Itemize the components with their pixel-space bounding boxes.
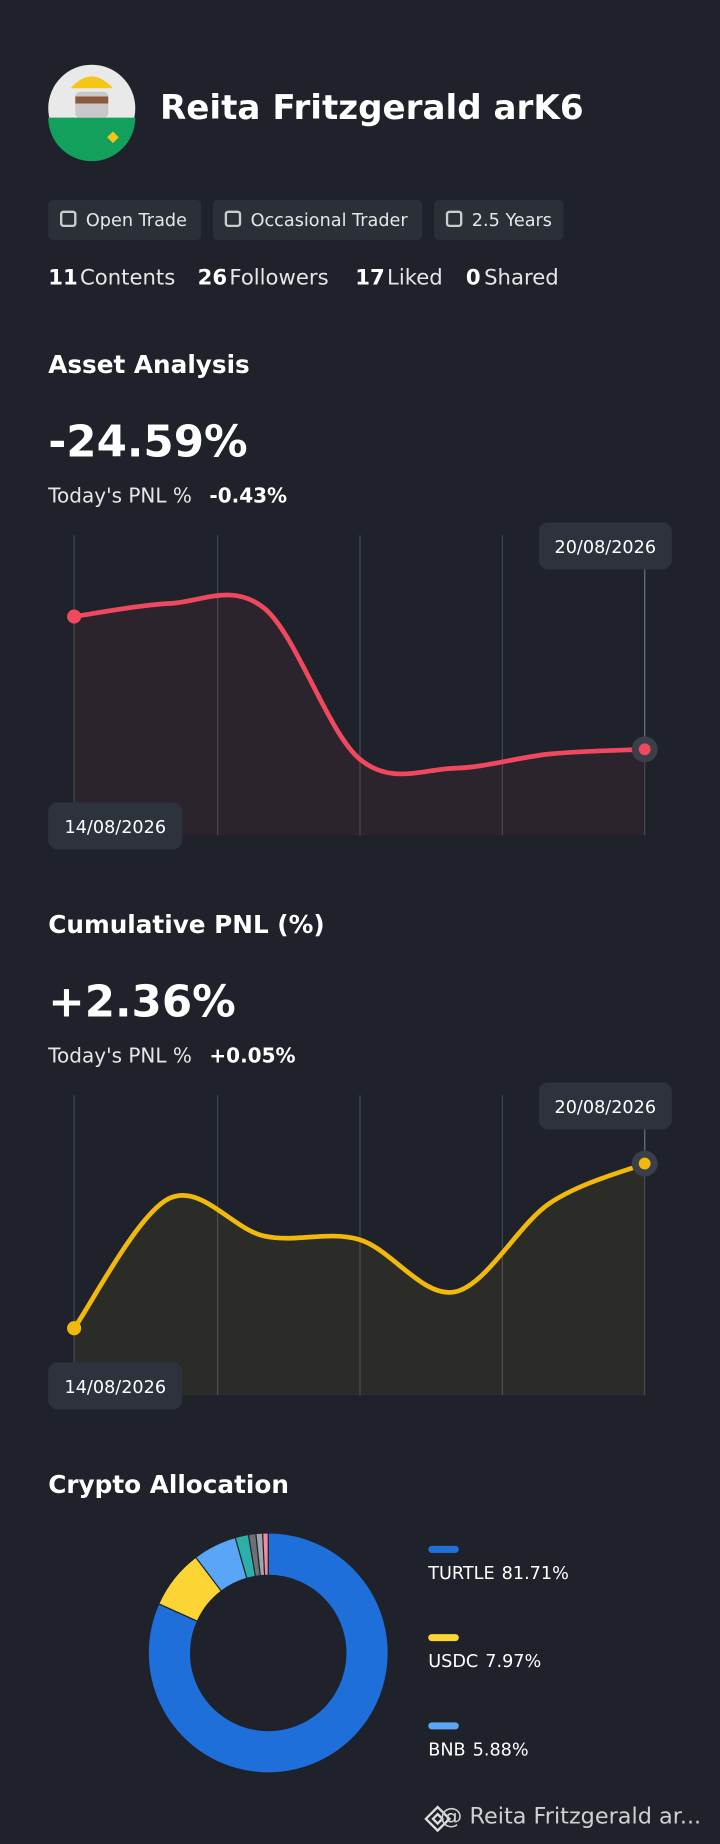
legend-value: 81.71%: [502, 1564, 569, 1584]
logo-icon: [424, 1805, 452, 1833]
headline-value: +2.36%: [48, 976, 236, 1028]
stat-value: 26: [197, 265, 228, 291]
badge: Occasional Trader: [212, 199, 423, 240]
start-dot: [67, 609, 82, 624]
stat-value: 0: [465, 265, 481, 291]
line: [71, 592, 648, 777]
pie-slice: [147, 1532, 389, 1774]
section-title: Crypto Allocation: [48, 1470, 289, 1499]
start-date: 14/08/2026: [64, 818, 166, 838]
badge-icon: [224, 210, 242, 228]
stat-label: Followers: [229, 265, 329, 291]
headline-value: -24.59%: [48, 416, 248, 468]
stat-value: 17: [355, 265, 385, 291]
legend-name: USDC: [428, 1652, 478, 1672]
end-date: 20/08/2026: [554, 1098, 656, 1118]
section-title: Cumulative PNL (%): [48, 910, 325, 939]
badge-icon: [59, 210, 77, 228]
start-date: 14/08/2026: [64, 1378, 166, 1398]
badge: 2.5 Years: [434, 199, 564, 240]
badge-label: 2.5 Years: [471, 209, 553, 231]
legend-swatch: [428, 1634, 459, 1642]
avatar-glasses: [75, 96, 109, 104]
stat-label: Liked: [387, 265, 443, 291]
legend-swatch: [428, 1722, 459, 1730]
footer-text: @ Reita Fritzgerald ar...: [440, 1803, 702, 1830]
legend-text: BNB 5.88%: [428, 1740, 528, 1760]
line: [71, 1161, 648, 1331]
stat-label: Shared: [484, 265, 559, 291]
legend-value: 7.97%: [485, 1652, 541, 1672]
legend-swatch: [428, 1545, 459, 1553]
tooltip-box: [48, 802, 183, 850]
legend-name: TURTLE: [427, 1564, 494, 1584]
today-label: Today's PNL %: [48, 1044, 192, 1069]
today-value: -0.43%: [209, 484, 288, 509]
pie-slice: [262, 1532, 269, 1576]
tooltip-box: [538, 522, 672, 570]
stat-value: 11: [48, 265, 78, 291]
avatar-shirt: [48, 117, 136, 162]
end-date: 20/08/2026: [554, 538, 656, 558]
tooltip-box: [48, 1362, 183, 1410]
line-area: [74, 595, 645, 836]
avatar-face: [75, 91, 109, 118]
legend-name: BNB: [428, 1740, 465, 1760]
badge-label: Open Trade: [85, 209, 187, 231]
badge-label: Occasional Trader: [250, 209, 408, 231]
avatar-hat: [70, 76, 113, 89]
badge-icon: [445, 210, 463, 228]
legend-value: 5.88%: [473, 1740, 529, 1760]
stat-label: Contents: [79, 265, 176, 291]
today-label: Today's PNL %: [48, 484, 192, 509]
profile-name: Reita Fritzgerald arK6: [159, 87, 584, 128]
line-area: [74, 1163, 645, 1396]
legend-text: TURTLE 81.71%: [427, 1564, 569, 1584]
avatar: [48, 64, 136, 162]
tooltip-box: [538, 1082, 672, 1130]
start-dot: [67, 1321, 82, 1336]
today-value: +0.05%: [209, 1044, 296, 1069]
section-title: Asset Analysis: [48, 350, 250, 379]
end-dot: [638, 1157, 651, 1170]
badge: Open Trade: [48, 199, 202, 240]
footer-logo: [424, 1805, 452, 1833]
legend-text: USDC 7.97%: [428, 1652, 541, 1672]
end-dot: [638, 743, 651, 756]
